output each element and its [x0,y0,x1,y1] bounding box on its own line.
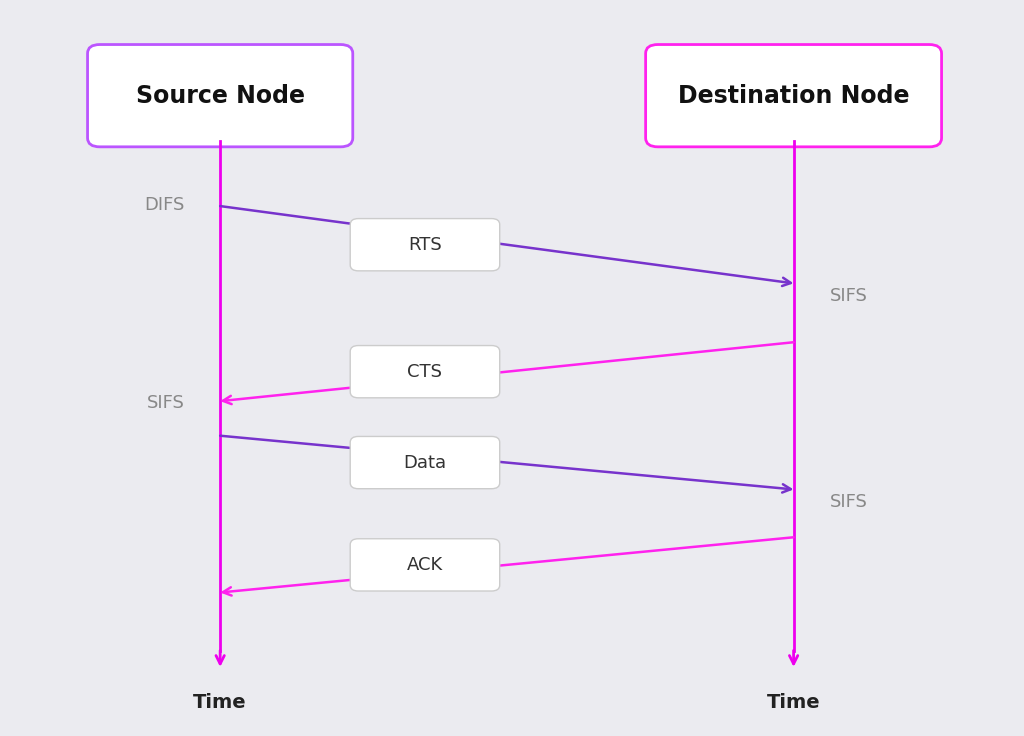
Text: Destination Node: Destination Node [678,84,909,107]
Text: SIFS: SIFS [829,493,867,511]
Text: Time: Time [767,693,820,712]
Text: ACK: ACK [407,556,443,574]
Text: RTS: RTS [409,236,441,254]
FancyBboxPatch shape [88,44,352,147]
FancyBboxPatch shape [350,436,500,489]
Text: SIFS: SIFS [146,394,184,412]
Text: SIFS: SIFS [829,287,867,305]
Text: DIFS: DIFS [144,196,184,213]
Text: Source Node: Source Node [135,84,305,107]
Text: Time: Time [194,693,247,712]
FancyBboxPatch shape [646,44,942,147]
Text: CTS: CTS [408,363,442,381]
Text: Data: Data [403,453,446,472]
FancyBboxPatch shape [350,346,500,398]
FancyBboxPatch shape [350,539,500,591]
FancyBboxPatch shape [350,219,500,271]
